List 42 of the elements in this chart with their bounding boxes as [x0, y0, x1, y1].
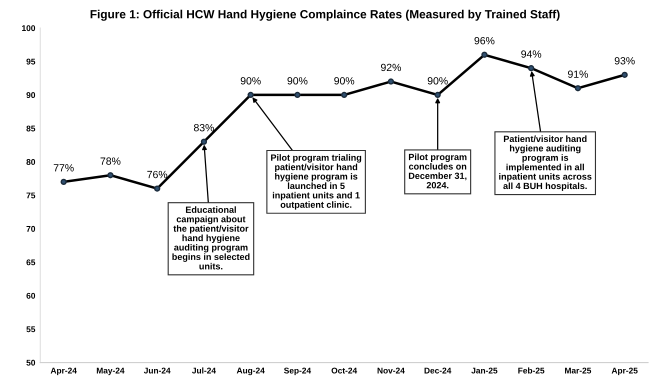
y-tick-label: 50: [26, 360, 36, 366]
x-tick-label: May-24: [96, 368, 125, 376]
x-tick-label: Aug-24: [236, 368, 265, 376]
y-tick-label: 60: [26, 292, 36, 299]
x-tick-label: Mar-25: [565, 368, 592, 374]
data-label: 93%: [614, 57, 635, 64]
data-label: 77%: [54, 164, 74, 172]
annotation: Pilot program concludes on December 31, 2024.: [408, 154, 466, 188]
x-tick-label: Jan-25: [471, 368, 498, 374]
y-tick-label: 90: [26, 92, 36, 98]
y-tick-label: 75: [26, 192, 36, 198]
data-label: 90%: [334, 77, 354, 85]
y-tick-label: 65: [26, 259, 36, 266]
data-label: 91%: [568, 70, 588, 78]
data-label: 90%: [240, 77, 261, 85]
y-tick-label: 95: [26, 58, 36, 65]
x-tick-label: Sep-24: [284, 368, 312, 376]
data-label: 90%: [287, 77, 308, 85]
x-tick-label: Dec-24: [424, 368, 452, 374]
data-label: 83%: [194, 124, 214, 132]
y-tick-label: 80: [26, 159, 36, 165]
data-label: 76%: [147, 170, 168, 178]
y-tick-label: 70: [26, 226, 36, 232]
x-tick-label: Oct-24: [332, 368, 358, 374]
x-tick-label: Jun-24: [144, 368, 171, 374]
data-label: 90%: [428, 77, 448, 85]
data-label: 96%: [474, 37, 494, 44]
x-tick-label: Nov-24: [378, 368, 405, 374]
x-tick-label: Apr-24: [50, 368, 77, 376]
x-tick-label: Feb-25: [518, 367, 544, 374]
y-tick-label: 55: [26, 326, 36, 332]
annotation: Educational campaign about the patient/visitor hand hygiene auditing program begins in selected units.: [172, 206, 250, 270]
y-tick-label: 85: [26, 126, 36, 132]
data-label: 94%: [521, 50, 542, 58]
annotation: Pilot program trialing patient/visitor hand hygiene program is launched in 5 inpatient units and 1 outpatient clinic.: [271, 154, 362, 210]
x-tick-label: Apr-25: [612, 368, 638, 376]
data-label: 92%: [380, 64, 401, 72]
annotation: Patient/visitor hand hygiene auditing program is implemented in all inpatient units across all 4 BUH hospitals.: [499, 135, 592, 191]
data-label: 78%: [100, 157, 120, 165]
chart-title: Figure 1: Official HCW Hand Hygiene Complaince Rates (Measured by Trained Staff): [90, 10, 560, 21]
x-tick-label: Jul-24: [192, 367, 216, 374]
y-tick-label: 100: [22, 25, 36, 32]
